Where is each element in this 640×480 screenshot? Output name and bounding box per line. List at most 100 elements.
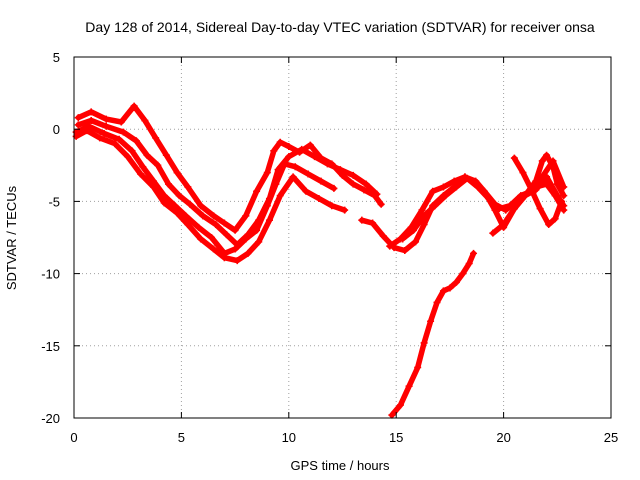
data-point [195,223,203,231]
data-point [452,183,460,191]
y-tick-label: 5 [53,50,60,65]
data-point [536,205,544,213]
data-point [500,221,508,229]
data-point [223,231,231,239]
data-point [276,192,284,200]
data-point [102,122,110,130]
data-point [298,145,306,153]
data-point [311,153,319,161]
data-point [420,212,428,220]
data-point [87,108,95,116]
data-point [446,284,454,292]
data-point [263,169,271,177]
data-point [409,226,417,234]
data-point [560,192,568,200]
data-point [510,154,518,162]
data-point [412,238,420,246]
data-point [418,206,426,214]
data-point [379,232,387,240]
data-point [242,212,250,220]
data-point [328,202,336,210]
data-point [315,195,323,203]
x-tick-label: 5 [178,430,185,445]
data-point [152,134,160,142]
data-point [281,160,289,168]
data-point [173,209,181,217]
x-tick-label: 25 [604,430,618,445]
data-point [207,234,215,241]
data-point [558,197,566,205]
data-point [405,382,413,390]
x-axis-label: GPS time / hours [291,458,390,473]
data-point [242,235,250,243]
grid [74,57,611,418]
series-track-d [72,127,349,265]
data-point [528,186,536,194]
data-point [553,180,561,188]
data-point [111,140,119,148]
data-point [139,163,147,171]
data-point [386,242,394,250]
data-point [265,216,273,224]
data-point [377,200,385,208]
data-point [543,151,551,159]
y-tick-label: -20 [41,411,60,426]
data-point [186,200,194,208]
data-point [253,187,261,195]
data-point [100,130,108,138]
data-point [336,166,344,174]
data-point [132,137,140,145]
data-point [330,184,338,192]
data-point [489,229,497,237]
data-point [231,245,239,253]
data-point [474,183,482,191]
data-point [102,115,110,123]
data-point [255,238,263,246]
data-point [124,153,132,161]
data-point [439,287,447,295]
data-point [272,180,280,188]
x-tick-label: 20 [496,430,510,445]
x-tick-label: 0 [70,430,77,445]
data-point [270,147,278,155]
data-point [244,249,252,257]
data-point [358,216,366,224]
data-point [317,177,325,185]
data-point [521,192,529,200]
data-point [162,151,170,159]
data-point [439,183,447,191]
data-point [128,147,136,155]
data-point [119,128,127,136]
data-point [210,212,218,220]
data-point [233,257,241,265]
y-tick-label: -10 [41,267,60,282]
data-point [285,153,293,161]
series-line [75,117,380,248]
data-point [414,363,422,371]
data-point [553,192,561,200]
y-axis-label: SDTVAR / TECUs [4,185,19,290]
data-point [197,202,205,210]
data-point [212,221,220,229]
data-point [401,246,409,254]
plot-frame [73,56,612,419]
data-point [197,235,205,243]
data-point [184,183,192,191]
data-point [285,143,293,151]
data-point [175,192,183,200]
data-point [459,270,467,278]
series-line [389,250,477,418]
data-point [85,122,93,130]
data-point [495,205,503,213]
data-point [450,177,458,185]
series-track-j [388,249,478,419]
data-point [160,199,168,207]
data-point [396,401,404,409]
series-track-h [489,151,568,237]
y-tick-label: -5 [48,194,60,209]
data-point [341,206,349,214]
data-point [433,298,441,306]
data-point [420,221,428,229]
data-point [304,170,312,178]
data-point [291,163,299,171]
